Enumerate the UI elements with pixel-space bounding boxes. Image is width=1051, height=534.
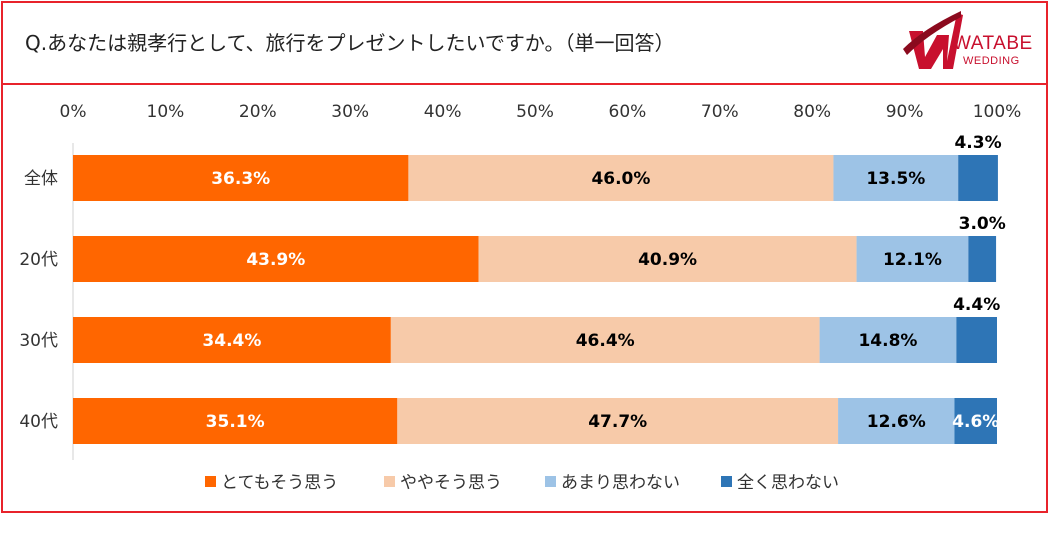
category-label: 30代	[19, 331, 58, 351]
category-labels: 全体 20代 30代 40代	[19, 169, 58, 432]
legend-swatch	[545, 476, 556, 487]
x-tick-label: 50%	[516, 102, 554, 122]
data-label: 3.0%	[959, 214, 1006, 234]
category-label: 40代	[19, 412, 58, 432]
data-label: 34.4%	[202, 331, 261, 351]
x-axis-ticks: 0% 10% 20% 30% 40% 50% 60% 70% 80% 90% 100%	[60, 102, 1022, 122]
question-title: Q.あなたは親孝行として、旅行をプレゼントしたいですか。（単一回答）	[25, 31, 675, 55]
data-label: 12.1%	[883, 250, 942, 270]
bar-segment	[856, 236, 969, 282]
legend-label: とてもそう思う	[221, 473, 338, 493]
bar-segment	[73, 317, 391, 363]
bar-segment	[819, 317, 957, 363]
x-tick-label: 20%	[239, 102, 277, 122]
logo-word-wedding: WEDDING	[963, 55, 1020, 67]
data-label: 14.8%	[858, 331, 917, 351]
bar-segment	[397, 398, 839, 444]
data-label: 40.9%	[638, 250, 697, 270]
legend: とてもそう思う ややそう思う あまり思わない 全く思わない	[205, 473, 839, 493]
bar-segment	[73, 398, 398, 444]
bar-segment	[73, 155, 409, 201]
x-tick-label: 0%	[60, 102, 87, 122]
data-label: 4.4%	[953, 295, 1000, 315]
legend-label: 全く思わない	[737, 473, 839, 493]
x-tick-label: 70%	[701, 102, 739, 122]
legend-swatch	[721, 476, 732, 487]
legend-label: あまり思わない	[561, 473, 680, 493]
x-tick-label: 90%	[886, 102, 924, 122]
data-label: 35.1%	[206, 412, 265, 432]
data-label: 46.0%	[591, 169, 650, 189]
data-label: 12.6%	[867, 412, 926, 432]
bar-segment	[968, 236, 997, 282]
legend-swatch	[384, 476, 395, 487]
bar-segment	[958, 155, 998, 201]
bar-segment	[956, 317, 997, 363]
data-label: 4.6%	[952, 412, 999, 432]
logo-mark-icon	[903, 11, 963, 69]
x-tick-label: 60%	[609, 102, 647, 122]
bar-segment	[408, 155, 834, 201]
x-tick-label: 40%	[424, 102, 462, 122]
bar-segment	[954, 398, 997, 444]
category-label: 20代	[19, 250, 58, 270]
bar-segment	[73, 236, 479, 282]
bar-segment	[838, 398, 955, 444]
bar-segment	[833, 155, 959, 201]
chart-frame: Q.あなたは親孝行として、旅行をプレゼントしたいですか。（単一回答） WATAB…	[1, 1, 1048, 513]
category-label: 全体	[24, 169, 58, 189]
data-label: 46.4%	[576, 331, 635, 351]
logo-word-watabe: WATABE	[953, 33, 1033, 54]
data-label: 36.3%	[211, 169, 270, 189]
data-label: 47.7%	[588, 412, 647, 432]
x-tick-label: 10%	[147, 102, 185, 122]
header: Q.あなたは親孝行として、旅行をプレゼントしたいですか。（単一回答） WATAB…	[3, 3, 1046, 85]
legend-label: ややそう思う	[400, 473, 502, 493]
x-tick-label: 100%	[973, 102, 1022, 122]
data-label: 13.5%	[866, 169, 925, 189]
watabe-wedding-logo: WATABE WEDDING	[903, 9, 1043, 75]
legend-swatch	[205, 476, 216, 487]
data-label: 43.9%	[246, 250, 305, 270]
bar-segment	[478, 236, 857, 282]
bar-segment	[390, 317, 820, 363]
bar-group: 36.3% 46.0% 13.5% 4.3% 43.9% 40.9% 12.1% 3.0% 34…	[73, 133, 1006, 444]
data-label: 4.3%	[954, 133, 1001, 153]
x-tick-label: 80%	[793, 102, 831, 122]
x-tick-label: 30%	[331, 102, 369, 122]
